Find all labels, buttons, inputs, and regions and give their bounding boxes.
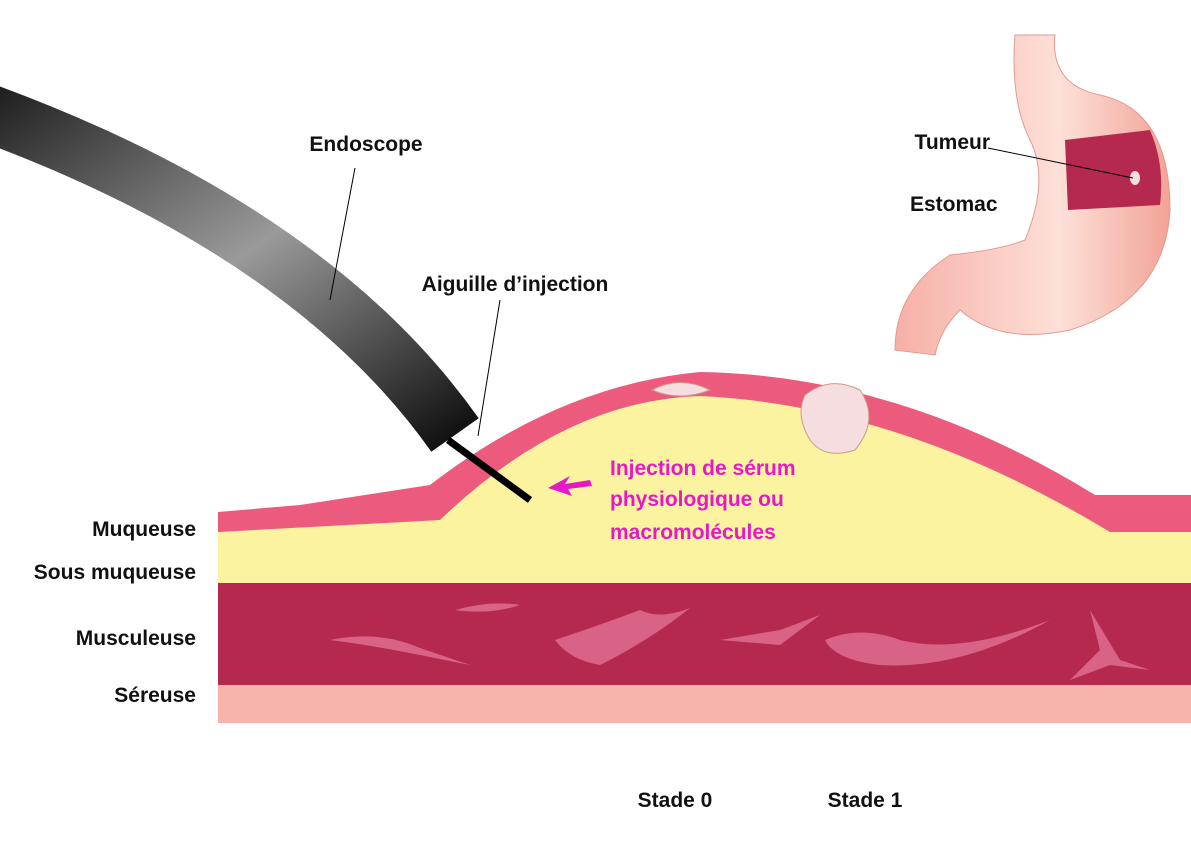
label: Injection de sérum xyxy=(610,457,796,480)
muqueuse-layer xyxy=(218,372,1191,532)
label: Endoscope xyxy=(309,133,422,156)
sereuse-layer xyxy=(218,685,1191,723)
layer-label: Muqueuse xyxy=(92,518,196,541)
stomach-illustration xyxy=(894,34,1171,356)
label: Aiguille d’injection xyxy=(422,273,609,296)
leader-line xyxy=(477,299,501,437)
label: physiologique ou xyxy=(610,488,784,511)
stage-label: Stade 0 xyxy=(638,789,713,812)
label: Estomac xyxy=(910,193,998,216)
muscle-fibers xyxy=(330,603,1150,680)
layer-label: Sous muqueuse xyxy=(34,561,196,584)
arrow xyxy=(548,476,592,496)
tumor-stage1 xyxy=(800,383,870,454)
musculeuse-layer xyxy=(218,583,1191,685)
label: Tumeur xyxy=(915,131,990,154)
label: macromolécules xyxy=(610,521,776,544)
needle xyxy=(445,437,533,503)
layer-label: Séreuse xyxy=(114,684,196,707)
endoscope-tube xyxy=(0,86,479,452)
tissue xyxy=(218,372,1191,723)
layer-label: Musculeuse xyxy=(76,627,196,650)
tumor-stage0 xyxy=(650,382,712,397)
sous-muqueuse-layer xyxy=(218,393,1191,583)
leader-line xyxy=(329,167,356,301)
leader-line xyxy=(987,147,1134,179)
stage-label: Stade 1 xyxy=(828,789,903,812)
